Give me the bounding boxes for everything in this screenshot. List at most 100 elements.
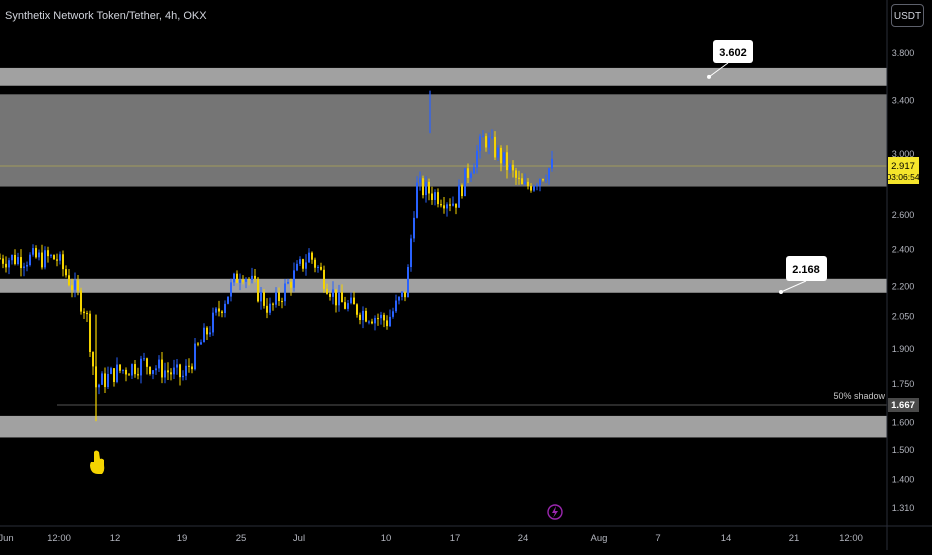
x-tick-label: 12:00 (839, 533, 863, 544)
candle-body (86, 313, 88, 315)
candle-body (119, 364, 121, 371)
callout-box (786, 256, 827, 281)
candle-body (317, 266, 319, 268)
callout-label: 3.602 (719, 47, 747, 59)
candle-body (539, 179, 541, 186)
candle-body (473, 167, 475, 174)
candle-body (17, 257, 19, 265)
candle-body (395, 300, 397, 312)
candle-body (398, 296, 400, 301)
candle-body (500, 147, 502, 164)
candle-body (482, 136, 484, 138)
candle-body (458, 184, 460, 208)
candle-body (311, 252, 313, 260)
y-tick-label: 2.600 (892, 210, 915, 220)
candle-body (194, 343, 196, 370)
candle-body (368, 321, 370, 323)
x-tick-label: 7 (655, 533, 660, 544)
candle-body (11, 254, 13, 261)
candle-body (518, 177, 520, 179)
candle-body (116, 364, 118, 382)
candle-body (404, 291, 406, 298)
y-tick-label: 1.900 (892, 344, 915, 354)
candle-body (200, 342, 202, 345)
hand-pointer-icon (90, 450, 105, 474)
candle-body (257, 278, 259, 302)
x-tick-label: 17 (450, 533, 461, 544)
candle-body (44, 250, 46, 268)
candle-body (104, 373, 106, 388)
candle-body (422, 178, 424, 196)
candle-body (68, 275, 70, 286)
candle-body (263, 291, 265, 306)
candle-body (215, 308, 217, 313)
candle-body (545, 179, 547, 181)
supply-demand-zone (0, 94, 887, 187)
candle-body (494, 136, 496, 158)
candle-body (437, 192, 439, 205)
candle-body (524, 181, 526, 185)
candle-body (77, 280, 79, 291)
candle-body (407, 267, 409, 298)
candle-body (2, 258, 4, 264)
candle-body (446, 204, 448, 209)
candle-body (515, 170, 517, 178)
candle-body (113, 368, 115, 382)
candle-body (380, 314, 382, 319)
candle-body (218, 308, 220, 312)
candle-body (479, 136, 481, 151)
candle-body (548, 168, 550, 180)
candle-body (434, 192, 436, 200)
y-tick-label: 2.400 (892, 244, 915, 254)
candle-body (65, 269, 67, 276)
candle-body (374, 318, 376, 324)
candle-body (203, 327, 205, 343)
candle-body (455, 203, 457, 208)
candle-body (170, 372, 172, 375)
candle-body (227, 296, 229, 304)
candle-body (275, 292, 277, 305)
candle-body (149, 366, 151, 374)
candle-body (320, 266, 322, 270)
shadow-level-badge (888, 398, 919, 412)
candle-body (74, 280, 76, 290)
current-price-badge (888, 157, 919, 184)
candle-body (92, 351, 94, 367)
candle-body (428, 181, 430, 194)
candle-body (5, 263, 7, 268)
currency-button[interactable]: USDT (891, 4, 924, 27)
candle-body (335, 289, 337, 306)
shadow-level-value: 1.667 (891, 400, 915, 411)
candle-body (146, 358, 148, 367)
candle-body (341, 292, 343, 303)
x-tick-label: 19 (177, 533, 188, 544)
candle-body (284, 283, 286, 302)
candle-body (278, 292, 280, 302)
candle-body (290, 281, 292, 288)
candle-body (245, 279, 247, 282)
candle-body (98, 384, 100, 388)
candle-body (0, 258, 1, 260)
candle-body (272, 303, 274, 305)
candle-body (137, 374, 139, 376)
x-tick-label: 12 (110, 533, 121, 544)
supply-demand-zone (0, 67, 887, 86)
candle-body (470, 173, 472, 178)
candle-body (299, 259, 301, 264)
candle-body (221, 311, 223, 314)
candle-body (353, 297, 355, 305)
y-tick-label: 3.000 (892, 149, 915, 159)
lightning-icon[interactable] (547, 504, 563, 520)
chart-title: Synthetix Network Token/Tether, 4h, OKX (5, 10, 207, 22)
callout-leader (780, 280, 807, 293)
candle-body (347, 303, 349, 309)
candle-body (233, 273, 235, 283)
callout-anchor (779, 290, 783, 294)
candle-body (164, 370, 166, 378)
candle-body (401, 291, 403, 297)
candle-body (134, 364, 136, 375)
candle-body (8, 260, 10, 268)
candle-body (101, 373, 103, 385)
